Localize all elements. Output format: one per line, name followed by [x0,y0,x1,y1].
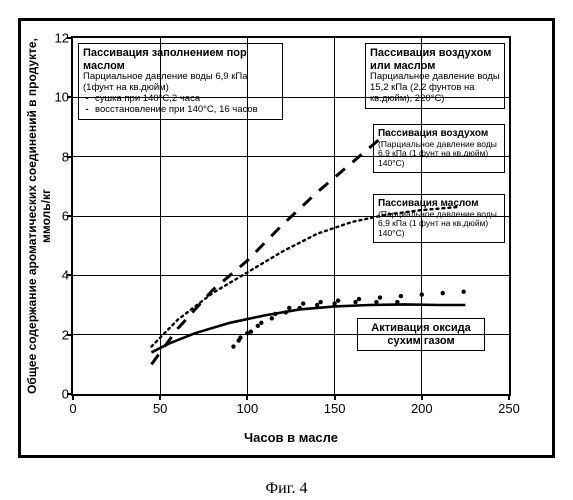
x-tick-label: 200 [411,401,433,416]
y-tick-label: 4 [47,268,69,283]
series-air_or_oil_passivation [151,133,386,364]
y-tick-label: 6 [47,209,69,224]
series-pore_fill_dryA-point [287,306,291,310]
series-pore_fill_dryB-point [395,300,399,304]
legend-air-lead: Пассивация воздухом [378,128,500,140]
series-pore_fill_dryA-point [238,335,242,339]
legend-oil-lead: Пассивация маслом [378,198,500,210]
legend-pore-fill-item2: восстановление при 140°С, 16 часов [95,105,258,116]
y-tick-label: 10 [47,90,69,105]
y-tick-label: 0 [47,387,69,402]
series-pore_fill_dryA-point [357,297,361,301]
series-pore_fill_dryB-point [298,306,302,310]
x-tick-label: 150 [324,401,346,416]
y-tick-label: 12 [47,31,69,46]
series-pore_fill_dryA-point [336,298,340,302]
figure-caption: Фиг. 4 [0,480,573,498]
x-tick-label: 100 [237,401,259,416]
x-tick-label: 0 [69,401,76,416]
legend-air-or-oil: Пассивация воздухом или маслом Парциальн… [365,43,505,109]
series-pore_fill_dryB-point [256,324,260,328]
series-pore_fill_dryA-point [259,321,263,325]
series-pore_fill_dryA-point [399,294,403,298]
legend-oil-sub: (Парциальное давление воды 6,9 кПа (1 фу… [378,210,500,239]
plot-area: Пассивация заполнением пор маслом Парциа… [71,36,511,396]
x-tick-label: 50 [153,401,167,416]
series-pore_fill_dryA-point [231,344,235,348]
y-tick-label: 2 [47,327,69,342]
series-pore_fill_dryA-point [461,289,465,293]
legend-oil: Пассивация маслом (Парциальное давление … [373,194,505,243]
series-pore_fill_dryB-point [315,303,319,307]
series-pore_fill_dryA-point [441,291,445,295]
bullet-dash-icon: - [83,105,91,116]
series-pore_fill_dryB-point [374,300,378,304]
series-pore_fill_dryA-point [378,295,382,299]
legend-air: Пассивация воздухом (Парциальное давлени… [373,124,505,173]
y-axis-label: Общее содержание ароматических соединени… [25,36,43,396]
x-tick-label: 250 [498,401,520,416]
series-pore_fill_dryA-point [318,300,322,304]
series-pore_fill_dryA-point [301,301,305,305]
y-tick-label: 8 [47,149,69,164]
x-axis-label: Часов в масле [71,430,511,445]
legend-air-sub: (Парциальное давление воды 6,9 кПа (1 фу… [378,140,500,169]
series-pore_fill_dryA-point [273,312,277,316]
chart-frame: Общее содержание ароматических соединени… [18,18,555,458]
series-pore_fill_dryB-point [270,316,274,320]
legend-air-or-oil-sub: Парциальное давление воды 15,2 кПа (2,2 … [370,72,500,105]
series-pore_fill_dryB-point [353,300,357,304]
series-pore_fill_dryB-point [236,338,240,342]
legend-air-or-oil-lead: Пассивация воздухом или маслом [370,47,500,72]
series-pore_fill_dryB-point [284,310,288,314]
legend-pore-fill: Пассивация заполнением пор маслом Парциа… [78,43,283,120]
legend-pore-fill-lead: Пассивация заполнением пор маслом [83,47,278,72]
